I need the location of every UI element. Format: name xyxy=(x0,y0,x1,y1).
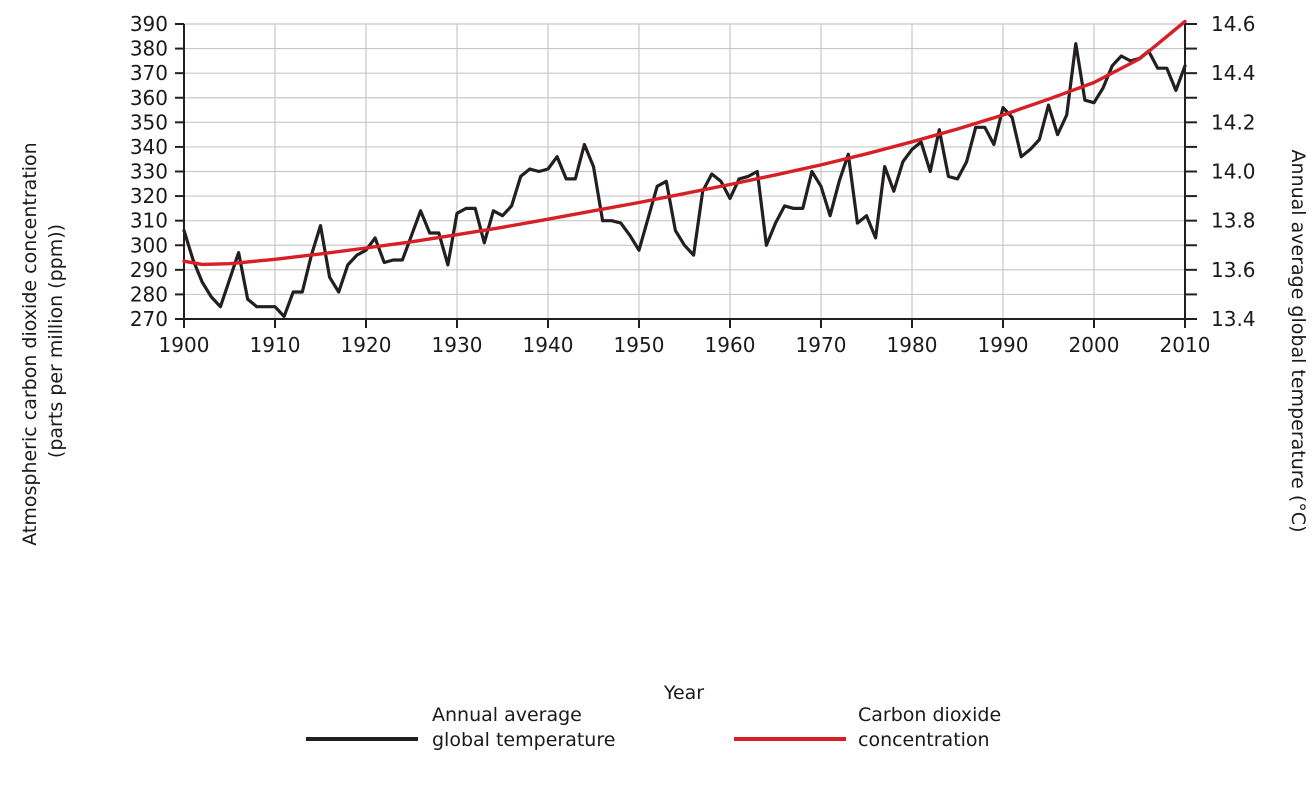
x-tick-label: 1920 xyxy=(341,333,392,357)
x-tick-label: 1900 xyxy=(159,333,210,357)
co2-line xyxy=(182,19,1187,267)
y-right-tick-label: 13.4 xyxy=(1211,307,1256,331)
y-right-axis-title: Annual average global temperature (°C) xyxy=(1287,150,1309,533)
x-axis-title: Year xyxy=(663,682,704,704)
y-right-tick-label: 14.4 xyxy=(1211,61,1256,85)
y-left-tick-label: 310 xyxy=(130,209,168,233)
y-left-tick-label: 370 xyxy=(130,61,168,85)
y-left-tick-label: 270 xyxy=(130,307,168,331)
grid xyxy=(184,23,1185,319)
y-right-tick-label: 13.6 xyxy=(1211,258,1256,282)
axes xyxy=(175,23,1197,328)
y-left-tick-label: 300 xyxy=(130,233,168,257)
x-tick-label: 1940 xyxy=(523,333,574,357)
y-left-tick-label: 320 xyxy=(130,184,168,208)
y-left-tick-label: 280 xyxy=(130,282,168,306)
y-left-axis-title-line-1: Atmospheric carbon dioxide concentration xyxy=(19,142,41,545)
x-tick-label: 1910 xyxy=(250,333,301,357)
y-right-tick-label: 14.2 xyxy=(1211,110,1256,134)
y-right-tick-label: 14.0 xyxy=(1211,160,1256,184)
y-left-tick-label: 330 xyxy=(130,160,168,184)
x-tick-label: 2010 xyxy=(1160,333,1211,357)
x-tick-label: 1930 xyxy=(432,333,483,357)
x-tick-label: 2000 xyxy=(1069,333,1120,357)
y-left-tick-label: 290 xyxy=(130,258,168,282)
x-tick-label: 1990 xyxy=(978,333,1029,357)
legend-label-co2: Carbon dioxide concentration xyxy=(858,704,1007,751)
x-tick-label: 1970 xyxy=(796,333,847,357)
legend-label-temperature-line-2: global temperature xyxy=(432,729,615,751)
x-tick-label: 1960 xyxy=(705,333,756,357)
y-left-tick-label: 340 xyxy=(130,135,168,159)
series-layer xyxy=(182,19,1187,319)
y-left-axis-title: Atmospheric carbon dioxide concentration… xyxy=(19,136,67,546)
tick-labels: 1900 1910 1920 1930 1940 1950 1960 1970 1980 1990… xyxy=(130,12,1256,357)
x-tick-label: 1980 xyxy=(887,333,938,357)
x-tick-label: 1950 xyxy=(614,333,665,357)
legend-label-temperature-line-1: Annual average xyxy=(432,704,582,726)
y-left-tick-label: 360 xyxy=(130,86,168,110)
legend-label-co2-line-1: Carbon dioxide xyxy=(858,704,1001,726)
y-left-tick-label: 380 xyxy=(130,37,168,61)
legend-label-temperature: Annual average global temperature xyxy=(432,704,615,751)
y-right-tick-label: 13.8 xyxy=(1211,209,1256,233)
y-left-tick-label: 390 xyxy=(130,12,168,36)
y-left-axis-title-line-2: (parts per million (ppm)) xyxy=(45,224,67,458)
temperature-line xyxy=(182,42,1187,319)
y-left-tick-label: 350 xyxy=(130,110,168,134)
legend: Annual average global temperature Carbon… xyxy=(306,704,1007,751)
legend-label-co2-line-2: concentration xyxy=(858,729,990,751)
y-right-tick-label: 14.6 xyxy=(1211,12,1256,36)
